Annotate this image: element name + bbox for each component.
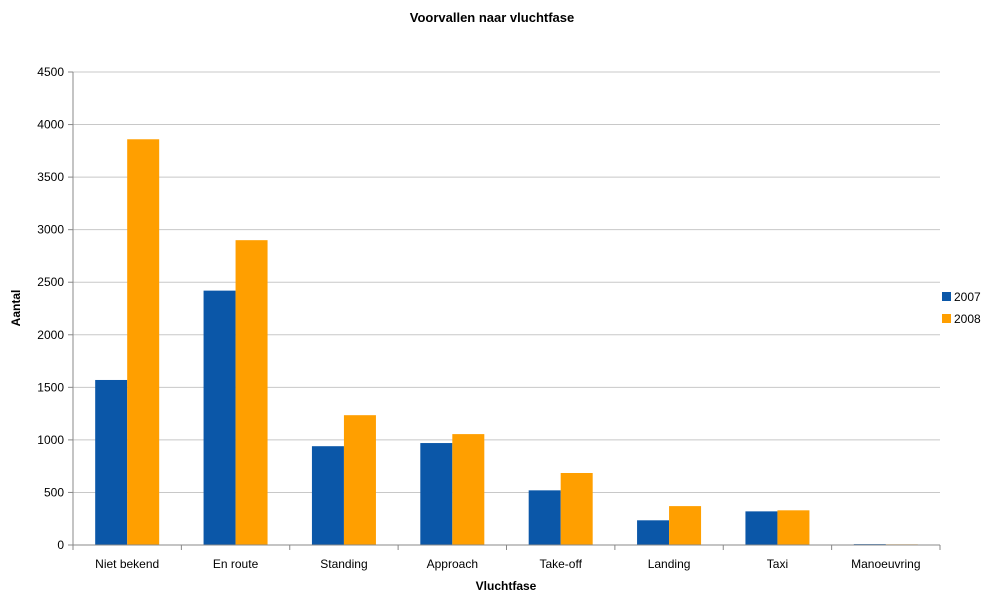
y-tick-label: 0 [57, 538, 64, 552]
legend-label-2008: 2008 [954, 312, 981, 326]
bar-2008-standing [343, 415, 376, 545]
bar-2007-standing [311, 446, 344, 545]
axes [72, 72, 940, 546]
bar-2007-approach [420, 443, 453, 545]
y-tick-labels: 0 500 1000 1500 2000 2500 3000 3500 4000 4500 [37, 65, 73, 552]
bar-2008-take-off [560, 472, 593, 545]
bar-2008-approach [452, 434, 485, 545]
y-tick-label: 2000 [37, 328, 64, 342]
x-tick-label: Manoeuvring [851, 557, 920, 571]
bar-2007-en-route [203, 290, 236, 545]
x-tick-label: Take-off [539, 557, 582, 571]
legend-swatch-2007 [942, 292, 951, 301]
gridlines [73, 71, 940, 493]
y-tick-label: 3500 [37, 170, 64, 184]
legend-label-2007: 2007 [954, 290, 981, 304]
legend: 2007 2008 [942, 290, 981, 326]
bar-2007-landing [637, 520, 670, 545]
bar-2007-taxi [745, 511, 778, 545]
x-tick-label: Standing [320, 557, 367, 571]
x-axis-title: Vluchtfase [476, 579, 537, 593]
x-tick-label: Landing [648, 557, 691, 571]
y-axis-title: Aantal [9, 290, 23, 327]
y-tick-label: 2500 [37, 275, 64, 289]
bar-2008-landing [669, 506, 702, 545]
y-tick-label: 4000 [37, 118, 64, 132]
x-tick-label: Approach [427, 557, 478, 571]
x-tick-label: Niet bekend [95, 557, 159, 571]
bar-2008-taxi [777, 510, 810, 545]
legend-swatch-2008 [942, 314, 951, 323]
y-tick-label: 4500 [37, 65, 64, 79]
bars [95, 139, 918, 545]
y-tick-label: 3000 [37, 223, 64, 237]
x-tick-labels: Niet bekend En route Standing Approach Take-… [72, 545, 941, 571]
bar-2008-niet-bekend [127, 139, 160, 545]
x-tick-label: Taxi [767, 557, 788, 571]
y-tick-label: 1500 [37, 380, 64, 394]
bar-2007-niet-bekend [95, 379, 128, 545]
bar-2008-en-route [235, 240, 268, 545]
chart-title: Voorvallen naar vluchtfase [410, 10, 575, 25]
bar-2007-take-off [528, 490, 561, 545]
y-tick-label: 500 [44, 485, 64, 499]
y-tick-label: 1000 [37, 433, 64, 447]
x-tick-label: En route [213, 557, 259, 571]
